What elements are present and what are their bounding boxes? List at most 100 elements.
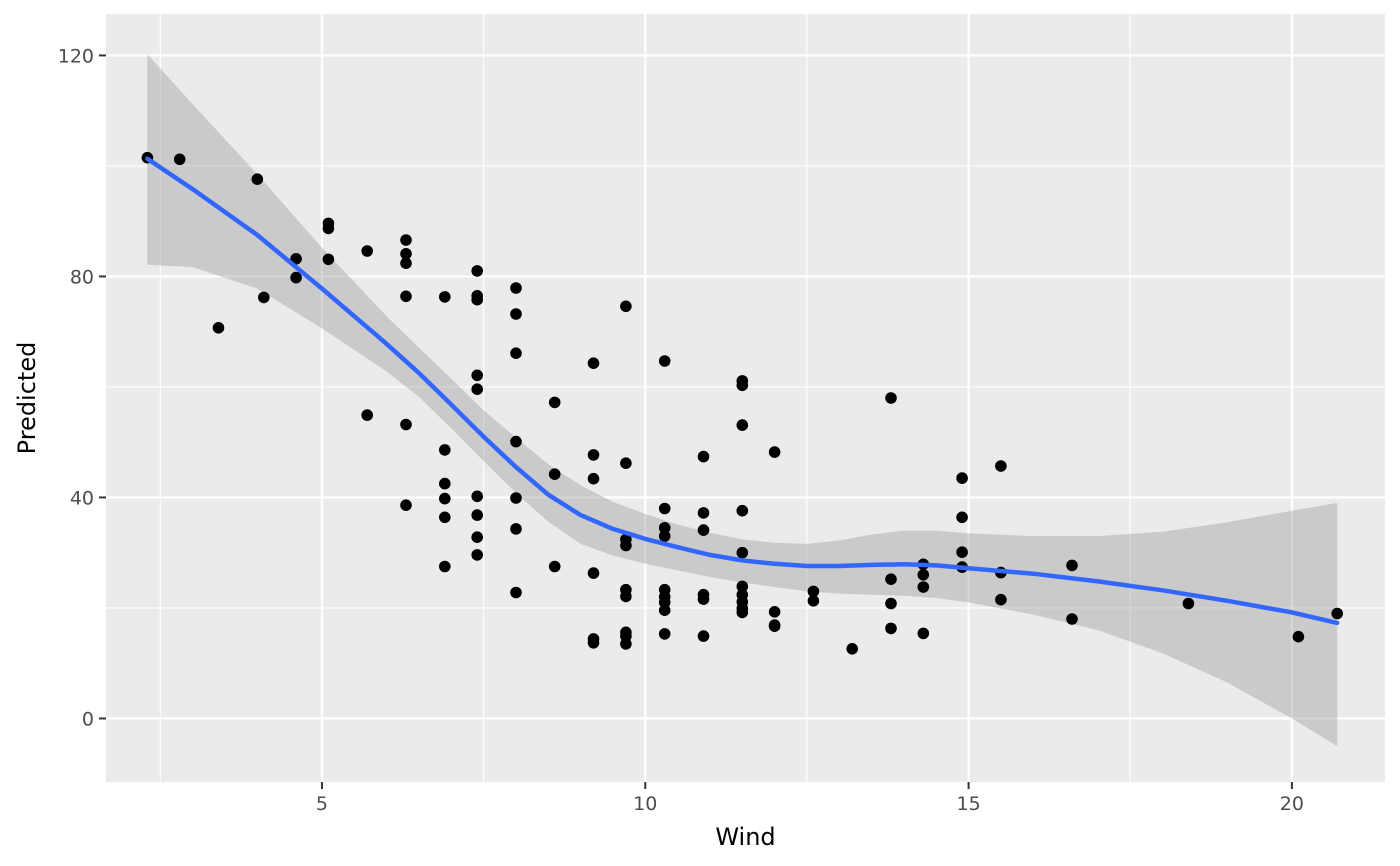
data-point xyxy=(917,627,930,640)
data-point xyxy=(1331,607,1343,620)
data-point xyxy=(439,291,451,303)
data-point xyxy=(885,392,897,404)
y-tick-label: 40 xyxy=(70,487,94,509)
data-point xyxy=(548,560,561,573)
data-point xyxy=(917,581,930,593)
data-point xyxy=(361,245,374,257)
data-point xyxy=(251,173,264,185)
data-point xyxy=(587,567,600,579)
data-point xyxy=(768,620,781,632)
data-point xyxy=(956,511,968,524)
data-point xyxy=(807,585,820,598)
data-point xyxy=(439,477,451,490)
data-point xyxy=(510,435,522,448)
data-point xyxy=(620,300,632,313)
data-point xyxy=(1182,597,1195,610)
x-tick-label: 20 xyxy=(1280,793,1304,815)
data-point xyxy=(620,590,632,603)
data-point xyxy=(736,580,749,593)
data-point xyxy=(471,549,484,561)
data-point xyxy=(697,630,710,642)
data-point xyxy=(697,524,710,536)
data-point xyxy=(510,586,522,599)
data-point xyxy=(1066,613,1078,625)
data-point xyxy=(1292,630,1305,643)
data-point xyxy=(658,502,671,515)
data-point xyxy=(620,457,632,470)
x-tick-label: 15 xyxy=(956,793,980,815)
y-tick-label: 80 xyxy=(70,266,94,288)
data-point xyxy=(439,492,451,505)
data-point xyxy=(471,383,484,396)
data-point xyxy=(658,530,671,542)
data-point xyxy=(736,504,749,517)
data-point xyxy=(400,499,412,512)
data-point xyxy=(768,606,781,618)
data-point xyxy=(471,293,484,306)
y-tick-label: 120 xyxy=(58,45,94,67)
data-point xyxy=(736,379,749,392)
plot-panel xyxy=(106,14,1385,782)
smooth-line-layer xyxy=(145,156,1340,626)
data-point xyxy=(620,539,632,552)
data-point xyxy=(290,252,302,265)
data-point xyxy=(658,604,671,616)
data-point xyxy=(361,409,374,421)
data-point xyxy=(400,248,412,260)
data-point xyxy=(807,595,820,607)
data-point xyxy=(846,643,858,655)
data-point xyxy=(620,638,632,650)
data-point xyxy=(471,490,484,503)
data-point xyxy=(439,511,451,524)
data-point xyxy=(885,573,897,585)
data-point xyxy=(697,450,710,463)
data-point xyxy=(510,347,522,360)
data-point xyxy=(510,492,522,504)
y-tick-label: 0 xyxy=(82,708,94,730)
x-tick-label: 5 xyxy=(316,793,328,815)
data-point xyxy=(471,509,484,521)
data-point xyxy=(510,308,522,320)
data-point xyxy=(439,560,451,573)
data-point xyxy=(917,569,930,581)
data-point xyxy=(173,153,186,166)
data-point xyxy=(471,531,484,543)
data-point xyxy=(1066,559,1078,572)
smooth-line xyxy=(145,156,1340,626)
data-point xyxy=(995,593,1007,606)
data-point xyxy=(697,507,710,519)
data-point xyxy=(548,468,561,481)
data-point xyxy=(736,546,749,559)
x-axis-title: Wind xyxy=(715,823,775,851)
y-axis-title: Predicted xyxy=(13,342,41,455)
data-point xyxy=(768,446,781,458)
x-tick-label: 10 xyxy=(633,793,657,815)
data-point xyxy=(885,622,897,635)
data-points xyxy=(141,151,1343,655)
data-point xyxy=(510,523,522,535)
data-point xyxy=(956,472,968,484)
data-point xyxy=(736,606,749,619)
data-point xyxy=(290,271,302,284)
data-point xyxy=(212,322,225,334)
data-point xyxy=(995,460,1007,472)
data-point xyxy=(587,357,600,370)
data-point xyxy=(322,222,335,235)
data-point xyxy=(587,637,600,649)
data-point xyxy=(400,290,412,303)
data-point xyxy=(548,396,561,409)
data-point xyxy=(658,355,671,367)
data-point xyxy=(587,472,600,485)
data-point xyxy=(885,597,897,610)
data-point xyxy=(322,253,335,266)
data-point xyxy=(587,449,600,461)
data-point xyxy=(400,418,412,431)
data-point xyxy=(736,419,749,431)
data-point xyxy=(658,522,671,534)
data-point xyxy=(258,291,270,304)
x-axis: 5 10 15 20 xyxy=(316,782,1304,815)
data-point xyxy=(400,257,412,270)
data-point xyxy=(439,444,451,456)
major-gridlines xyxy=(106,14,1385,782)
